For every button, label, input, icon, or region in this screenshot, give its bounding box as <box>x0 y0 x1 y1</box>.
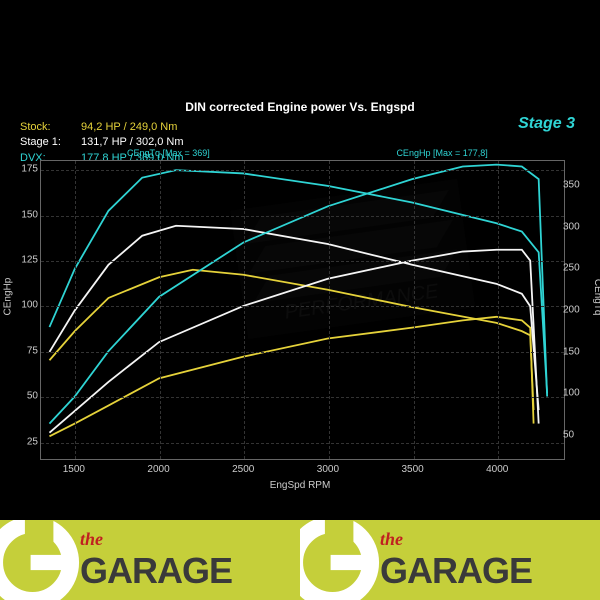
footer-the: the <box>80 529 103 549</box>
plot-area: PERFORMANCE <box>40 160 565 460</box>
y-left-tick: 125 <box>18 255 38 266</box>
footer-logo-left: the GARAGE <box>0 520 300 600</box>
footer-the: the <box>380 529 403 549</box>
legend-row-stock: Stock: 94,2 HP / 249,0 Nm <box>20 120 184 135</box>
y-left-tick: 175 <box>18 164 38 175</box>
x-tick: 4000 <box>486 464 508 475</box>
y-right-tick: 50 <box>563 430 585 441</box>
footer-text: the GARAGE <box>380 529 532 592</box>
y-right-tick: 350 <box>563 180 585 191</box>
stage-badge: Stage 3 <box>518 115 575 133</box>
footer-garage: GARAGE <box>380 550 532 591</box>
footer-text: the GARAGE <box>80 529 232 592</box>
dyno-chart-frame: DIN corrected Engine power Vs. Engspd St… <box>0 0 600 600</box>
x-tick: 3500 <box>401 464 423 475</box>
y-left-axis-label: CEngHp <box>3 278 14 316</box>
y-right-tick: 200 <box>563 305 585 316</box>
x-tick: 3000 <box>317 464 339 475</box>
y-left-tick: 25 <box>18 436 38 447</box>
x-axis-label: EngSpd RPM <box>0 480 600 491</box>
y-left-tick: 50 <box>18 391 38 402</box>
y-right-tick: 150 <box>563 346 585 357</box>
legend-label: Stage 1: <box>20 135 75 150</box>
x-tick: 2500 <box>232 464 254 475</box>
peak-hp-label: CEngHp [Max = 177,8] <box>396 148 487 158</box>
footer-garage: GARAGE <box>80 550 232 591</box>
chart-title: DIN corrected Engine power Vs. Engspd <box>0 100 600 114</box>
y-right-tick: 250 <box>563 263 585 274</box>
peak-torque-label: CEngTq [Max = 369] <box>127 148 210 158</box>
dyno-curves <box>41 161 564 460</box>
y-left-tick: 75 <box>18 345 38 356</box>
y-right-tick: 100 <box>563 388 585 399</box>
y-left-tick: 150 <box>18 209 38 220</box>
y-right-tick: 300 <box>563 221 585 232</box>
legend-value: 94,2 HP / 249,0 Nm <box>81 120 177 135</box>
x-tick: 1500 <box>63 464 85 475</box>
x-tick: 2000 <box>147 464 169 475</box>
footer-watermark: the GARAGE the GARAGE <box>0 520 600 600</box>
garage-g-icon <box>300 520 380 600</box>
y-left-tick: 100 <box>18 300 38 311</box>
footer-logo-right: the GARAGE <box>300 520 600 600</box>
legend-label: Stock: <box>20 120 75 135</box>
y-right-axis-label: CEngTq <box>593 279 600 316</box>
garage-g-icon <box>0 520 80 600</box>
